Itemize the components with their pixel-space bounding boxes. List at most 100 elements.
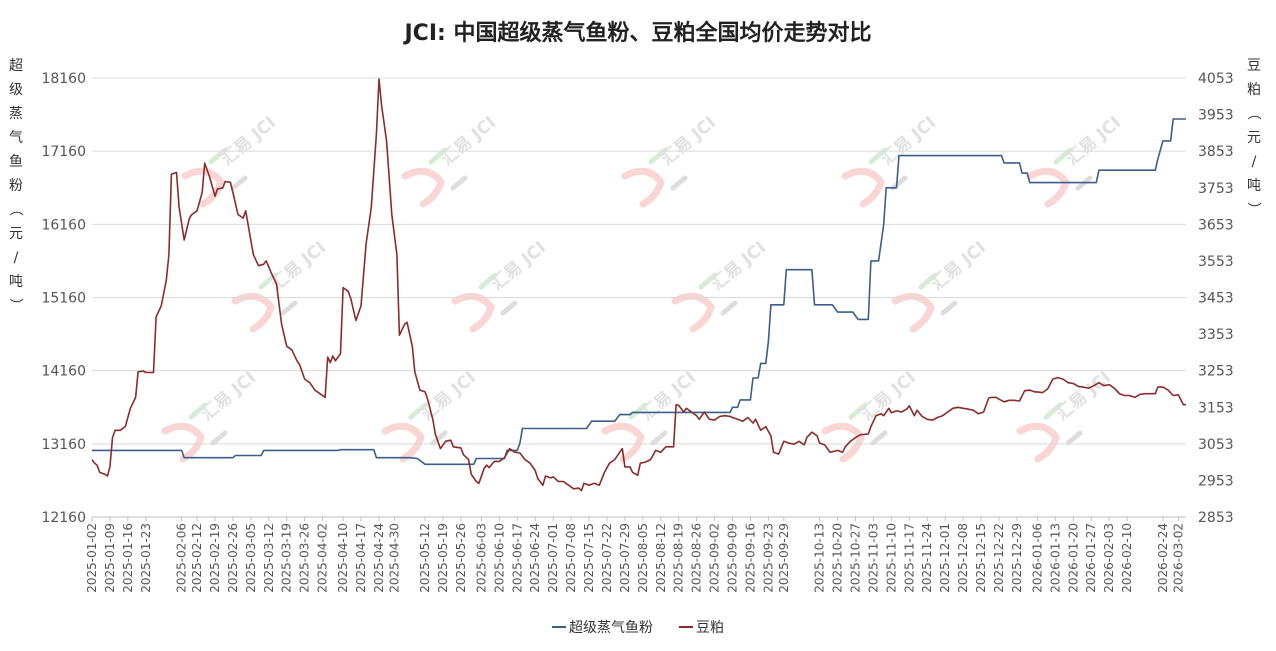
watermark-text: 汇易 JCI: [857, 368, 920, 425]
right-y-tick-label: 2953: [1198, 473, 1234, 489]
axis-label-glyph: ）: [7, 298, 23, 312]
watermark-logo: 汇易 JCI: [601, 368, 700, 463]
chart-title: JCI: 中国超级蒸气鱼粉、豆粕全国均价走势对比: [403, 20, 872, 46]
axis-label-glyph: /: [1252, 154, 1257, 170]
right-y-axis: 2853 2953 3053 3153 3253 3353 3453 3553 3653 3753…: [1198, 71, 1234, 526]
left-y-axis: 12160 13160 14160 15160 16160 17160 18160: [41, 71, 86, 526]
x-tick-label: 2026-03-02: [1171, 523, 1185, 593]
x-tick-label: 2025-09-09: [726, 523, 740, 593]
x-tick-label: 2025-01-16: [121, 523, 135, 593]
axis-label-glyph: 吨: [9, 274, 23, 290]
x-tick-label: 2025-07-08: [564, 523, 578, 593]
x-tick-label: 2025-04-10: [336, 523, 350, 593]
watermark-logo: 汇易 JCI: [401, 113, 500, 208]
watermark-text: 汇易 JCI: [927, 238, 990, 295]
watermark-logo: 汇易 JCI: [891, 238, 990, 333]
watermark-text: 汇易 JCI: [217, 113, 280, 170]
axis-label-glyph: 元: [9, 226, 23, 242]
axis-label-glyph: 吨: [1247, 178, 1261, 194]
x-tick-label: 2025-08-05: [636, 523, 650, 593]
x-tick-label: 2025-10-13: [813, 523, 827, 593]
x-tick-label: 2025-05-19: [436, 523, 450, 593]
x-tick-label: 2026-02-24: [1156, 523, 1170, 593]
x-tick-label: 2025-06-03: [474, 523, 488, 593]
x-tick-label: 2026-02-10: [1120, 523, 1134, 593]
right-y-tick-label: 3653: [1198, 217, 1234, 233]
x-tick-label: 2025-11-24: [920, 523, 934, 593]
x-tick-label: 2025-12-15: [974, 523, 988, 593]
x-tick-label: 2025-08-12: [654, 523, 668, 593]
x-tick-label: 2025-06-10: [492, 523, 506, 593]
right-y-tick-label: 3753: [1198, 181, 1234, 197]
x-tick-label: 2025-07-22: [600, 523, 614, 593]
x-tick-label: 2025-12-08: [956, 523, 970, 593]
x-tick-label: 2025-10-27: [848, 523, 862, 593]
x-tick-label: 2025-12-29: [1010, 523, 1024, 593]
right-y-tick-label: 4053: [1198, 71, 1234, 87]
watermark-text: 汇易 JCI: [197, 368, 260, 425]
grid-lines: [92, 77, 1186, 518]
left-y-tick-label: 18160: [41, 71, 86, 87]
x-tick-label: 2025-09-23: [761, 523, 775, 593]
x-tick-label: 2025-04-02: [316, 523, 330, 593]
watermark-layer: 汇易 JCI 汇易 JCI 汇易 JCI 汇易 JCI 汇易 JCI 汇易 JCI 汇易 J…: [161, 113, 1125, 463]
left-y-tick-label: 14160: [41, 364, 86, 380]
x-tick-label: 2026-01-20: [1066, 523, 1080, 593]
watermark-logo: 汇易 JCI: [821, 368, 920, 463]
watermark-text: 汇易 JCI: [707, 238, 770, 295]
left-y-axis-label: 超级蒸气鱼粉 （ 元 / 吨 ）: [7, 58, 23, 312]
right-y-tick-label: 3953: [1198, 108, 1234, 124]
right-y-tick-label: 3553: [1198, 254, 1234, 270]
x-tick-label: 2026-02-03: [1102, 523, 1116, 593]
x-tick-label: 2025-02-12: [190, 523, 204, 593]
axis-label-glyph: 鱼: [9, 153, 23, 170]
watermark-logo: 汇易 JCI: [231, 238, 330, 333]
x-tick-label: 2025-02-19: [208, 523, 222, 593]
axis-label-glyph: 蒸: [9, 106, 23, 122]
x-tick-label: 2025-04-24: [372, 523, 386, 593]
watermark-logo: 汇易 JCI: [451, 238, 550, 333]
x-tick-label: 2025-02-26: [226, 523, 240, 593]
watermark-text: 汇易 JCI: [637, 368, 700, 425]
watermark-text: 汇易 JCI: [1062, 113, 1125, 170]
legend: 超级蒸气鱼粉 豆粕: [552, 619, 724, 636]
axis-label-glyph: 粉: [9, 178, 23, 194]
watermark-logo: 汇易 JCI: [161, 368, 260, 463]
axis-label-glyph: 元: [1247, 130, 1261, 146]
x-tick-label: 2025-07-29: [618, 523, 632, 593]
series-line-soymeal: [91, 78, 1186, 492]
x-tick-label: 2025-08-26: [690, 523, 704, 593]
right-y-tick-label: 2853: [1198, 510, 1234, 526]
x-tick-label: 2025-12-01: [938, 523, 952, 593]
x-tick-label: 2025-02-06: [175, 523, 189, 593]
watermark-text: 汇易 JCI: [657, 113, 720, 170]
axis-label-glyph: 超: [9, 58, 23, 74]
x-tick-label: 2025-03-05: [244, 523, 258, 593]
x-tick-label: 2025-06-24: [528, 523, 542, 593]
series-layer: [91, 78, 1186, 492]
legend-label-soymeal: 豆粕: [696, 620, 724, 636]
x-tick-label: 2025-09-16: [743, 523, 757, 593]
right-y-tick-label: 3353: [1198, 327, 1234, 343]
watermark-logo: 汇易 JCI: [1026, 113, 1125, 208]
watermark-text: 汇易 JCI: [877, 113, 940, 170]
x-tick-label: 2025-01-23: [139, 523, 153, 593]
x-tick-label: 2025-06-17: [510, 523, 524, 593]
watermark-text: 汇易 JCI: [487, 238, 550, 295]
x-tick-label: 2025-07-01: [546, 523, 560, 593]
left-y-tick-label: 12160: [41, 510, 86, 526]
watermark-logo: 汇易 JCI: [381, 368, 480, 463]
axis-label-glyph: 粕: [1247, 82, 1261, 98]
x-tick-label: 2025-05-26: [454, 523, 468, 593]
axis-label-glyph: （: [1245, 106, 1261, 120]
axis-label-glyph: 级: [9, 82, 23, 98]
x-tick-label: 2026-01-27: [1084, 523, 1098, 593]
right-y-tick-label: 3053: [1198, 437, 1234, 453]
axis-label-glyph: ）: [1245, 202, 1261, 216]
x-tick-label: 2025-12-22: [992, 523, 1006, 593]
axis-label-glyph: 气: [9, 130, 23, 146]
x-tick-label: 2025-04-17: [354, 523, 368, 593]
left-y-tick-label: 16160: [41, 217, 86, 233]
left-y-tick-label: 17160: [41, 144, 86, 160]
x-tick-label: 2025-01-09: [103, 523, 117, 593]
